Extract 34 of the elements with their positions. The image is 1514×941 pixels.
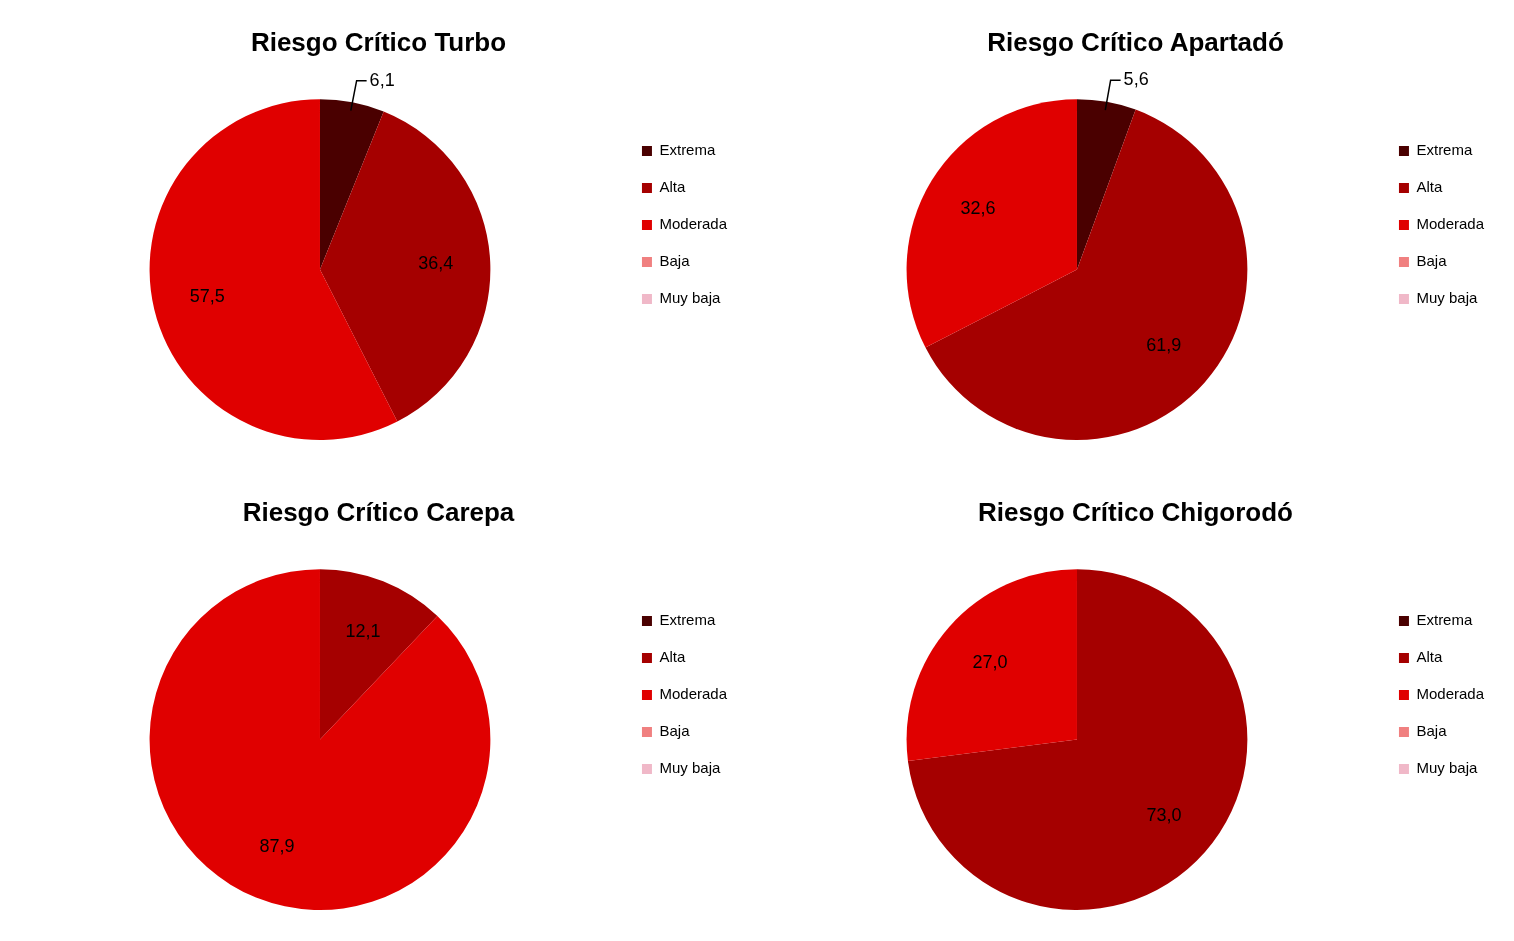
- legend-label: Moderada: [659, 215, 728, 233]
- legend-label: Extrema: [659, 611, 716, 629]
- legend-label: Muy baja: [1416, 289, 1478, 307]
- data-label: 5,6: [1123, 69, 1149, 90]
- legend-label: Muy baja: [659, 289, 721, 307]
- legend-label: Alta: [659, 178, 686, 196]
- data-label: 32,6: [960, 198, 996, 219]
- legend-label: Extrema: [1416, 611, 1473, 629]
- legend-label: Moderada: [659, 685, 728, 703]
- chart-title: Riesgo Crítico Carepa: [242, 496, 515, 527]
- legend-label: Extrema: [1416, 141, 1473, 159]
- chart-title: Riesgo Crítico Chigorodó: [978, 496, 1293, 527]
- legend-label: Baja: [659, 252, 691, 270]
- data-label: 12,1: [345, 620, 381, 641]
- data-label: 36,4: [418, 253, 454, 274]
- legend-label: Muy baja: [1416, 759, 1478, 777]
- chart-title: Riesgo Crítico Apartadó: [987, 26, 1284, 57]
- legend-label: Baja: [659, 722, 691, 740]
- legend-label: Muy baja: [659, 759, 721, 777]
- chart-title: Riesgo Crítico Turbo: [250, 26, 507, 57]
- data-label: 6,1: [369, 69, 395, 90]
- legend-label: Alta: [659, 648, 686, 666]
- data-label: 27,0: [972, 651, 1008, 672]
- legend-label: Extrema: [659, 141, 716, 159]
- legend-label: Baja: [1416, 722, 1448, 740]
- data-label: 87,9: [259, 836, 295, 857]
- data-label: 57,5: [189, 285, 225, 306]
- legend-label: Moderada: [1416, 685, 1485, 703]
- legend-label: Baja: [1416, 252, 1448, 270]
- legend-label: Moderada: [1416, 215, 1485, 233]
- legend-label: Alta: [1416, 178, 1443, 196]
- legend-label: Alta: [1416, 648, 1443, 666]
- data-label: 61,9: [1146, 335, 1182, 356]
- data-label: 73,0: [1146, 805, 1182, 826]
